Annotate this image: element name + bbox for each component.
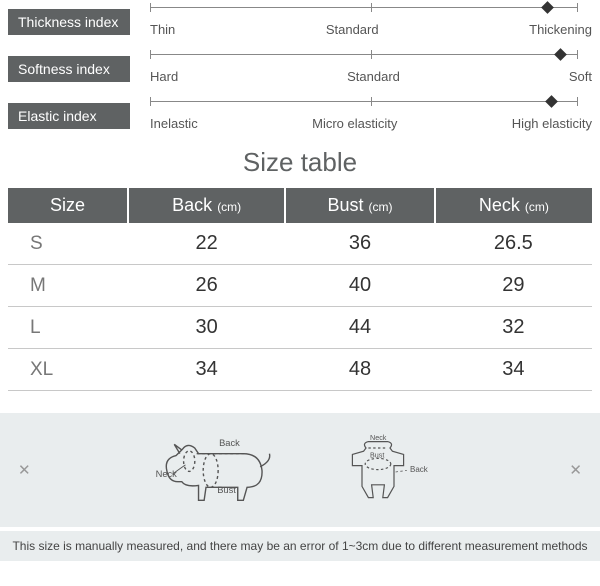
chevron-left-icon: ✕ [18, 461, 31, 479]
thickness-opt-0: Thin [150, 22, 175, 37]
diagram-label-neck: Neck [156, 469, 178, 479]
softness-marker [554, 48, 567, 61]
dog-side-diagram: Back Bust Neck [150, 425, 290, 515]
diagram2-label-back: Back [410, 465, 429, 474]
col-neck: Neck (cm) [435, 188, 592, 223]
size-table-title: Size table [8, 147, 592, 178]
diagram-band: ✕ Back Bust Neck [0, 413, 600, 527]
thickness-opt-1: Standard [326, 22, 379, 37]
thickness-opt-2: Thickening [529, 22, 592, 37]
thickness-marker [541, 1, 554, 14]
diagram-label-back: Back [219, 438, 240, 448]
disclaimer-text: This size is manually measured, and ther… [0, 531, 600, 561]
thickness-scale: Thin Standard Thickening [150, 6, 592, 37]
table-row: L 30 44 32 [8, 307, 592, 349]
table-row: XL 34 48 34 [8, 349, 592, 391]
elastic-scale: Inelastic Micro elasticity High elastici… [150, 100, 592, 131]
softness-index-label: Softness index [8, 56, 130, 82]
diagram-label-bust: Bust [217, 485, 236, 495]
elastic-index-row: Elastic index Inelastic Micro elasticity… [8, 100, 592, 131]
elastic-opt-0: Inelastic [150, 116, 198, 131]
softness-opt-2: Soft [569, 69, 592, 84]
elastic-opt-1: Micro elasticity [312, 116, 397, 131]
elastic-marker [545, 95, 558, 108]
diagram2-label-bust: Bust [370, 451, 384, 460]
elastic-opt-2: High elasticity [512, 116, 592, 131]
elastic-index-label: Elastic index [8, 103, 130, 129]
table-row: M 26 40 29 [8, 265, 592, 307]
table-row: S 22 36 26.5 [8, 223, 592, 265]
softness-index-row: Softness index Hard Standard Soft [8, 53, 592, 84]
softness-scale: Hard Standard Soft [150, 53, 592, 84]
diagram2-label-neck: Neck [370, 433, 387, 442]
col-size: Size [8, 188, 128, 223]
thickness-index-label: Thickness index [8, 9, 130, 35]
dog-garment-diagram: Neck Bust Back [330, 425, 450, 515]
softness-opt-1: Standard [347, 69, 400, 84]
col-bust: Bust (cm) [285, 188, 434, 223]
col-back: Back (cm) [128, 188, 285, 223]
chevron-right-icon: ✕ [569, 461, 582, 479]
size-table: Size Back (cm) Bust (cm) Neck (cm) S 22 … [8, 188, 592, 391]
thickness-index-row: Thickness index Thin Standard Thickening [8, 6, 592, 37]
softness-opt-0: Hard [150, 69, 178, 84]
